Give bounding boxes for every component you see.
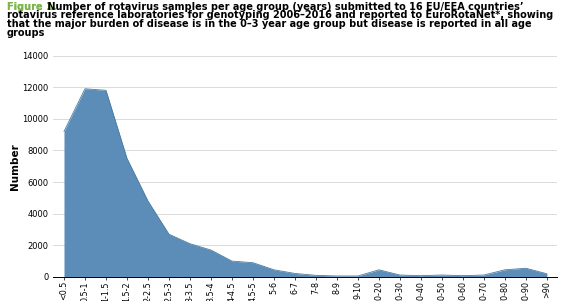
Text: Figure 1.: Figure 1. bbox=[7, 2, 56, 11]
Y-axis label: Number: Number bbox=[10, 143, 20, 190]
Text: Figure 1.: Figure 1. bbox=[7, 2, 56, 11]
Text: that the major burden of disease is in the 0–3 year age group but disease is rep: that the major burden of disease is in t… bbox=[7, 19, 531, 29]
Text: groups: groups bbox=[7, 28, 45, 38]
Text: Number of rotavirus samples per age group (years) submitted to 16 EU/EEA countri: Number of rotavirus samples per age grou… bbox=[44, 2, 524, 11]
Text: rotavirus reference laboratories for genotyping 2006–2016 and reported to EuroRo: rotavirus reference laboratories for gen… bbox=[7, 10, 553, 20]
